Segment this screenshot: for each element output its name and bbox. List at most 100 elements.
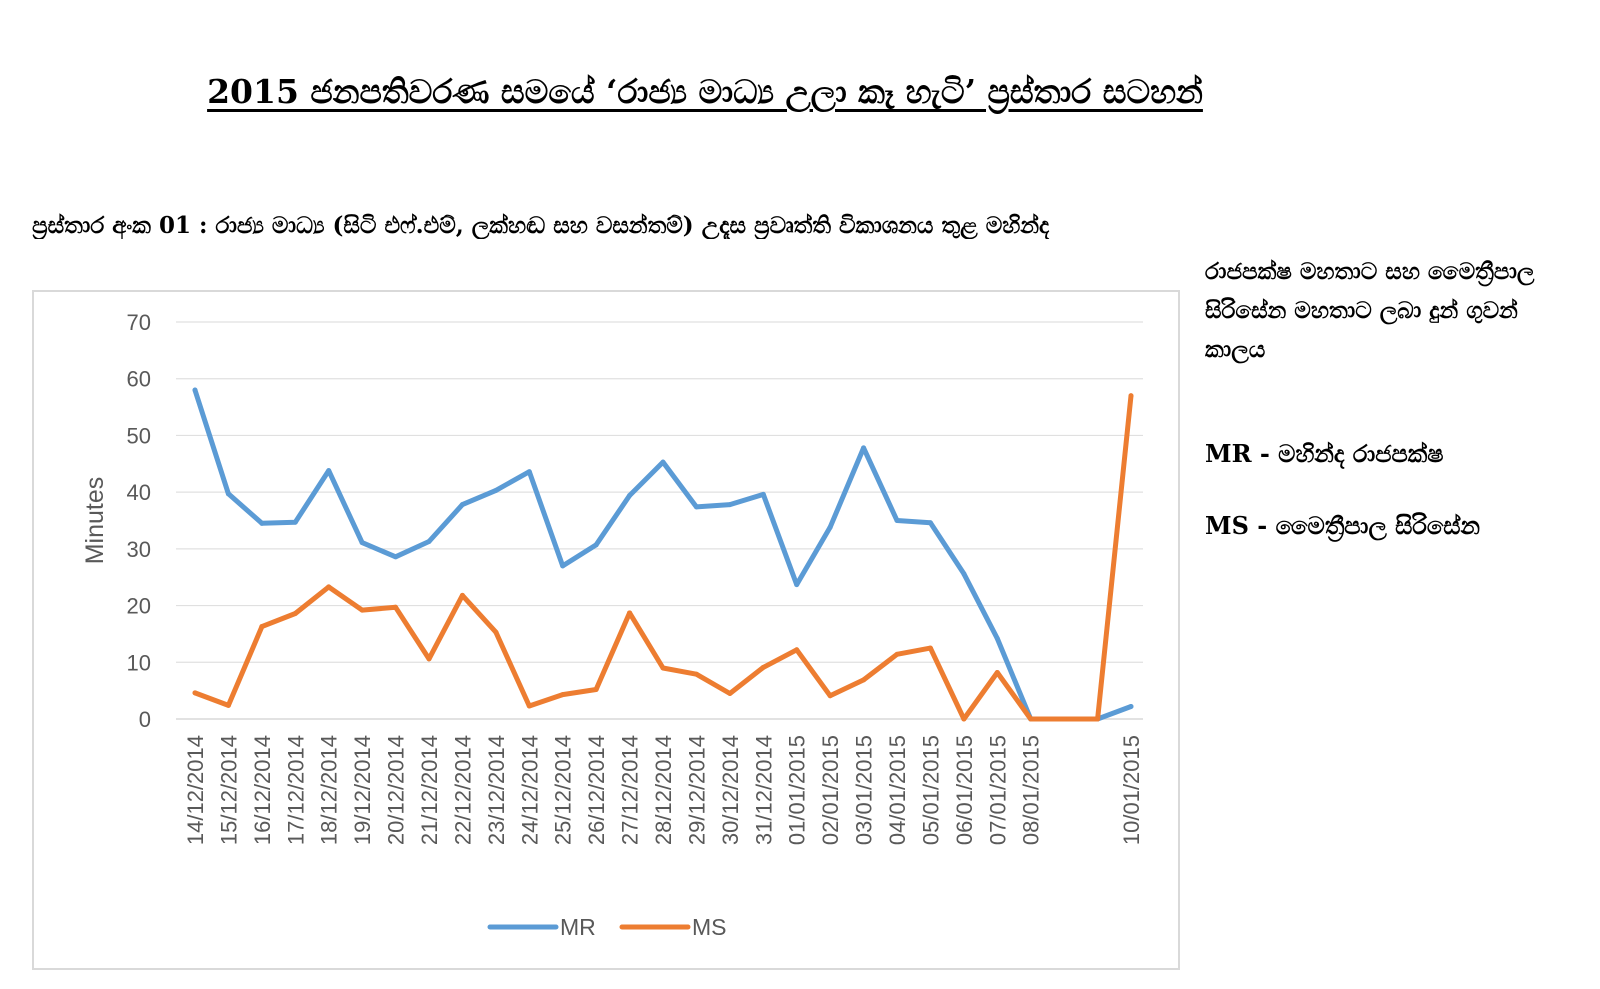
x-tick-label: 21/12/2014 — [417, 735, 442, 845]
data-point-mr — [393, 554, 399, 560]
data-point-ms — [660, 665, 666, 671]
legend-label-mr: MR — [560, 914, 596, 940]
x-tick-label: 26/12/2014 — [584, 735, 609, 845]
data-point-ms — [827, 693, 833, 699]
data-point-ms — [894, 651, 900, 657]
data-point-ms — [1061, 716, 1067, 722]
y-tick-label: 10 — [127, 650, 151, 675]
y-tick-label: 20 — [127, 594, 151, 619]
y-tick-label: 50 — [127, 423, 151, 448]
data-point-mr — [693, 504, 699, 510]
data-point-ms — [526, 703, 532, 709]
x-tick-label: 06/01/2015 — [952, 735, 977, 845]
y-tick-label: 70 — [127, 310, 151, 335]
x-tick-label: 23/12/2014 — [484, 735, 509, 845]
chart-caption-line-1: ප්‍රස්තාර අංක 01 : රාජ්‍ය මාධ්‍ය (සිටි එ… — [32, 212, 1050, 239]
x-tick-label: 20/12/2014 — [384, 735, 409, 845]
data-point-mr — [827, 524, 833, 530]
data-point-mr — [426, 538, 432, 544]
data-point-ms — [459, 592, 465, 598]
data-point-ms — [1128, 393, 1134, 399]
x-tick-label: 25/12/2014 — [551, 735, 576, 845]
x-tick-label: 08/01/2015 — [1019, 735, 1044, 845]
data-point-mr — [760, 491, 766, 497]
data-point-ms — [927, 645, 933, 651]
x-tick-label: 17/12/2014 — [283, 735, 308, 845]
y-tick-label: 40 — [127, 480, 151, 505]
legend-label-ms: MS — [692, 914, 727, 940]
data-point-mr — [326, 468, 332, 474]
data-point-mr — [459, 502, 465, 508]
data-point-ms — [1028, 716, 1034, 722]
data-point-mr — [660, 459, 666, 465]
x-tick-label: 05/01/2015 — [918, 735, 943, 845]
y-tick-label: 30 — [127, 537, 151, 562]
data-point-mr — [225, 491, 231, 497]
data-point-mr — [359, 540, 365, 546]
x-tick-label: 02/01/2015 — [818, 735, 843, 845]
data-point-mr — [192, 387, 198, 393]
data-point-mr — [593, 542, 599, 548]
x-tick-label: 03/01/2015 — [852, 735, 877, 845]
data-point-mr — [259, 520, 265, 526]
x-tick-label: 30/12/2014 — [718, 735, 743, 845]
x-tick-label: 22/12/2014 — [450, 735, 475, 845]
data-point-ms — [560, 692, 566, 698]
x-tick-label: 18/12/2014 — [317, 735, 342, 845]
data-point-ms — [292, 611, 298, 617]
x-tick-label: 01/01/2015 — [785, 735, 810, 845]
data-point-ms — [1095, 716, 1101, 722]
data-point-ms — [426, 656, 432, 662]
y-axis-label: Minutes — [81, 477, 109, 565]
x-tick-label: 04/01/2015 — [885, 735, 910, 845]
data-point-ms — [259, 624, 265, 630]
data-point-mr — [794, 582, 800, 588]
data-point-mr — [526, 469, 532, 475]
data-point-ms — [326, 584, 332, 590]
data-point-mr — [493, 487, 499, 493]
x-tick-label: 07/01/2015 — [985, 735, 1010, 845]
data-point-ms — [994, 669, 1000, 675]
legend-note-ms: MS - මෛත්‍රීපාල සිරිසේන — [1205, 511, 1480, 540]
data-point-ms — [794, 647, 800, 653]
x-tick-label: 14/12/2014 — [183, 735, 208, 845]
data-point-mr — [927, 520, 933, 526]
y-tick-label: 0 — [139, 707, 151, 732]
x-tick-label: 27/12/2014 — [618, 735, 643, 845]
x-tick-label: 31/12/2014 — [751, 735, 776, 845]
data-point-ms — [961, 716, 967, 722]
x-tick-label: 24/12/2014 — [517, 735, 542, 845]
data-point-mr — [961, 571, 967, 577]
data-point-mr — [727, 502, 733, 508]
data-point-ms — [627, 610, 633, 616]
data-point-mr — [861, 445, 867, 451]
data-point-ms — [727, 690, 733, 696]
data-point-mr — [894, 518, 900, 523]
data-point-ms — [225, 702, 231, 708]
chart-caption-line-2: රාජපක්ෂ මහතාට සහ මෛත්‍රීපාල සිරිසේන මහතා… — [1205, 258, 1535, 363]
x-tick-label: 19/12/2014 — [350, 735, 375, 845]
data-point-ms — [359, 607, 365, 613]
x-tick-label: 29/12/2014 — [684, 735, 709, 845]
y-tick-label: 60 — [127, 367, 151, 392]
data-point-mr — [560, 563, 566, 569]
data-point-ms — [593, 687, 599, 693]
data-point-ms — [760, 664, 766, 670]
legend-note-mr: MR - මහින්ද රාජපක්ෂ — [1205, 439, 1444, 468]
chart-frame — [32, 290, 1180, 970]
data-point-ms — [192, 690, 198, 696]
data-point-ms — [493, 629, 499, 635]
data-point-mr — [1128, 704, 1134, 710]
x-tick-label: 28/12/2014 — [651, 735, 676, 845]
data-point-ms — [393, 604, 399, 610]
data-point-mr — [627, 493, 633, 499]
x-tick-label: 10/01/2015 — [1119, 735, 1144, 845]
data-point-mr — [292, 519, 298, 525]
series-line-ms — [192, 393, 1134, 722]
data-point-ms — [861, 677, 867, 683]
page-title: 2015 ජනපතිවරණ සමයේ ‘රාජ්‍ය මාධ්‍ය උලා කෑ… — [207, 72, 1203, 111]
x-tick-label: 16/12/2014 — [250, 735, 275, 845]
data-point-mr — [994, 635, 1000, 641]
x-tick-label: 15/12/2014 — [216, 735, 241, 845]
